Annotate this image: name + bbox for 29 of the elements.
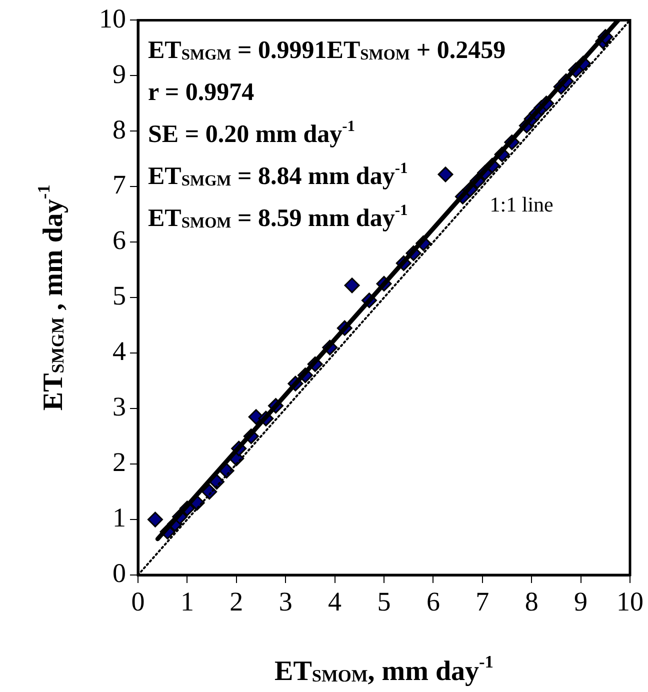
- y-tick-label: 3: [112, 392, 126, 422]
- x-tick-label: 8: [524, 586, 538, 616]
- annotation: 1:1 line: [490, 192, 554, 216]
- x-tick-label: 7: [476, 586, 490, 616]
- x-tick-label: 4: [328, 586, 342, 616]
- y-tick-label: 1: [112, 502, 126, 533]
- x-tick-label: 5: [377, 586, 391, 616]
- annotation: r = 0.9974: [148, 79, 255, 106]
- x-tick-label: 9: [574, 586, 588, 616]
- annotation: ETSMGM = 0.9991ETSMOM + 0.2459: [148, 37, 506, 64]
- y-tick-label: 2: [112, 447, 126, 478]
- y-axis-title: ETSMGM , mm day-1: [34, 184, 69, 411]
- x-tick-label: 6: [426, 586, 440, 616]
- x-tick-label: 2: [230, 586, 244, 616]
- y-tick-label: 6: [112, 225, 126, 256]
- x-tick-label: 10: [616, 586, 644, 616]
- y-tick-label: 9: [112, 58, 126, 89]
- point: [438, 166, 454, 182]
- y-tick-label: 0: [112, 558, 126, 588]
- x-tick-label: 1: [180, 586, 194, 616]
- y-tick-label: 5: [112, 280, 126, 311]
- x-tick-label: 0: [131, 586, 145, 616]
- y-tick-label: 10: [99, 3, 126, 34]
- y-tick-label: 8: [112, 114, 126, 144]
- point: [147, 512, 163, 528]
- point: [344, 278, 360, 294]
- y-tick-label: 7: [112, 170, 126, 200]
- y-tick-label: 4: [112, 336, 126, 366]
- x-tick-label: 3: [278, 586, 292, 616]
